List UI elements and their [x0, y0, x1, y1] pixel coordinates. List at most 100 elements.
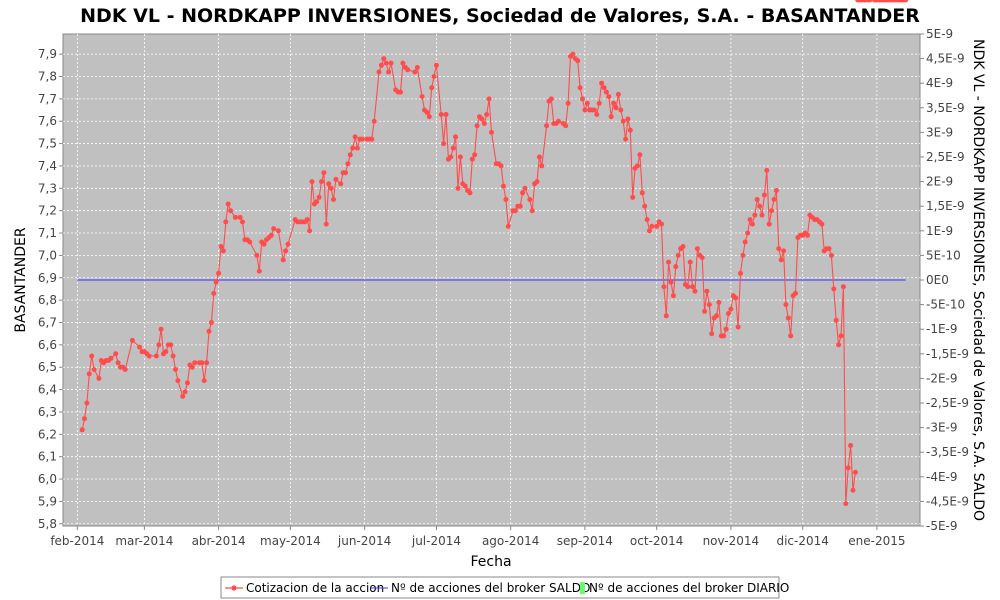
y-tick-label: 7,8	[38, 69, 57, 83]
y-axis-right: 5E-9 4,5E-9 4E-9 3,5E-9 3E-9 2,5E-9 2E-9 1,5E-9…	[920, 27, 969, 533]
price-point	[201, 378, 207, 384]
y-axis-label: BASANTANDER	[13, 227, 29, 333]
price-point	[591, 107, 597, 113]
y-tick-label: 6,0	[38, 472, 57, 486]
price-point	[414, 65, 420, 70]
price-point	[180, 393, 186, 399]
y2-tick-label: 2E-9	[926, 175, 953, 189]
price-point	[831, 286, 837, 292]
price-point	[556, 118, 561, 124]
price-point	[486, 96, 492, 102]
price-point	[726, 311, 731, 316]
price-point	[699, 255, 705, 261]
price-point	[381, 56, 387, 62]
price-point	[225, 201, 231, 207]
price-point	[163, 349, 169, 355]
price-point	[115, 360, 121, 366]
price-point	[474, 123, 480, 129]
price-point	[369, 136, 375, 142]
price-point	[749, 221, 755, 227]
price-point	[819, 221, 825, 227]
price-point	[398, 89, 403, 95]
y-tick-label: 7,9	[38, 47, 57, 61]
price-point	[599, 80, 605, 86]
price-point	[793, 290, 798, 296]
price-point	[675, 252, 681, 258]
price-point	[666, 259, 672, 265]
y-tick-label: 6,8	[38, 293, 57, 307]
legend-box	[220, 576, 780, 599]
y-tick-label: 6,9	[38, 271, 57, 285]
price-point	[256, 268, 262, 274]
y2-tick-label: -4E-9	[926, 470, 958, 484]
price-point	[419, 94, 425, 100]
price-point	[331, 197, 336, 202]
price-point	[642, 203, 648, 209]
price-point	[680, 244, 686, 249]
y-tick-label: 6,7	[38, 315, 57, 329]
price-point	[668, 279, 674, 285]
price-point	[383, 60, 389, 66]
legend-label-diario: Nº de acciones del broker DIARIO	[589, 581, 789, 595]
price-point	[79, 427, 85, 433]
y2-tick-label: -3E-9	[926, 421, 958, 435]
price-point	[754, 197, 760, 202]
price-point	[280, 257, 286, 263]
price-point	[649, 223, 655, 229]
price-point	[268, 232, 274, 238]
y-tick-label: 7,4	[38, 159, 57, 173]
x-tick-label: sep-2014	[557, 534, 613, 548]
price-point	[96, 375, 102, 381]
price-point	[788, 333, 794, 339]
y2-tick-label: -1E-9	[926, 322, 958, 336]
price-point	[338, 181, 344, 187]
price-point	[192, 360, 198, 366]
price-point	[137, 344, 143, 350]
price-point	[848, 443, 854, 448]
price-point	[661, 284, 667, 290]
price-point	[850, 487, 856, 493]
price-point	[467, 190, 473, 196]
price-point	[659, 221, 664, 227]
price-point	[479, 116, 485, 122]
price-point	[582, 107, 588, 113]
price-point	[723, 326, 729, 332]
price-point	[522, 185, 528, 191]
legend: Cotizacion de la accion Nº de acciones d…	[220, 576, 789, 599]
price-point	[627, 127, 633, 133]
price-point	[752, 212, 758, 218]
price-point	[601, 85, 607, 91]
price-point	[852, 469, 858, 475]
price-point	[86, 371, 92, 377]
price-point	[204, 360, 210, 366]
price-point	[405, 67, 411, 73]
price-point	[129, 337, 135, 343]
price-point	[304, 217, 310, 223]
price-point	[352, 134, 358, 140]
price-point	[580, 96, 585, 102]
price-point	[314, 199, 320, 205]
y-tick-label: 6,5	[38, 360, 57, 374]
price-point	[108, 355, 114, 361]
y-tick-label: 7,1	[38, 226, 57, 240]
price-point	[706, 302, 712, 308]
price-point	[450, 145, 456, 151]
y2-tick-label: -1,5E-9	[926, 347, 969, 361]
price-point	[319, 179, 324, 185]
y2-tick-label: 2,5E-9	[926, 150, 965, 164]
price-point	[501, 183, 506, 189]
price-point	[721, 333, 727, 339]
price-point	[615, 91, 621, 97]
price-point	[728, 306, 734, 312]
y-tick-label: 7,5	[38, 137, 57, 151]
price-point	[618, 107, 624, 113]
y-tick-label: 6,4	[38, 383, 57, 397]
price-point	[206, 328, 212, 334]
price-point	[826, 246, 832, 252]
price-point	[747, 217, 753, 223]
price-point	[690, 284, 696, 290]
price-point	[611, 100, 617, 106]
y-tick-label: 7,2	[38, 204, 57, 218]
price-point	[781, 248, 787, 254]
